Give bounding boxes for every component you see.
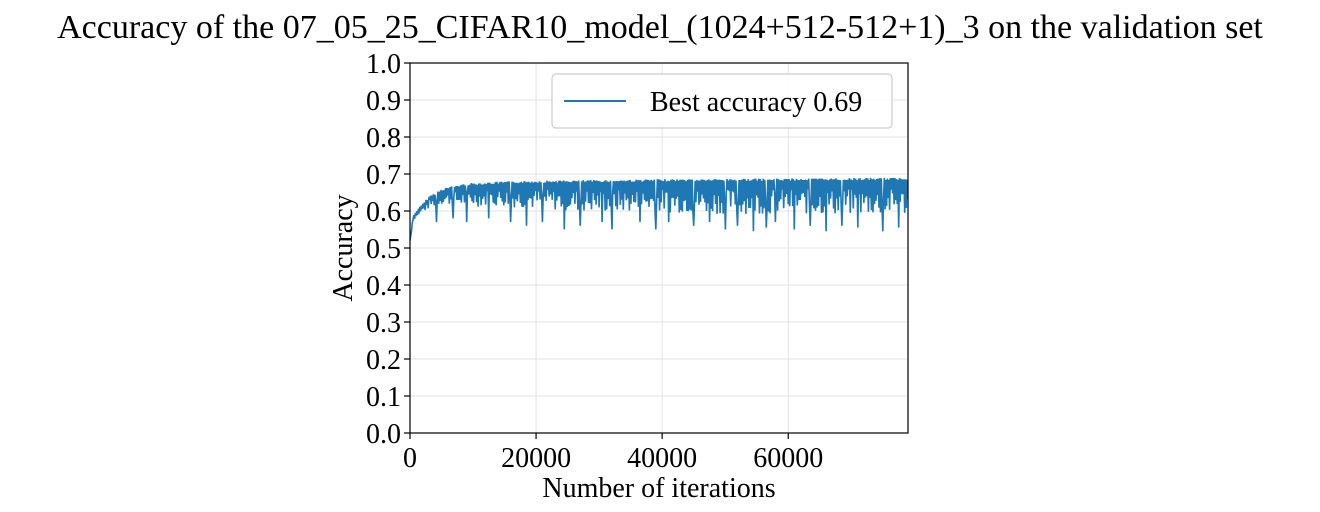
series-layer bbox=[410, 177, 908, 241]
x-axis-ticks: 0 20000 40000 60000 bbox=[403, 433, 823, 474]
y-tick-label: 0.9 bbox=[366, 86, 401, 117]
y-tick-label: 1.0 bbox=[366, 49, 401, 80]
y-tick-label: 0.5 bbox=[366, 234, 401, 265]
legend: Best accuracy 0.69 bbox=[551, 73, 893, 129]
legend-label: Best accuracy 0.69 bbox=[650, 87, 862, 118]
y-tick-label: 0.3 bbox=[366, 308, 401, 339]
x-tick-label: 0 bbox=[403, 443, 417, 474]
x-axis-label: Number of iterations bbox=[542, 473, 775, 504]
legend-box bbox=[551, 73, 893, 129]
x-tick-label: 40000 bbox=[627, 443, 697, 474]
y-tick-label: 0.2 bbox=[366, 345, 401, 376]
y-axis-ticks: 0.0 0.1 0.2 0.3 0.4 0.5 0.6 0.7 0.8 0.9 1.0 bbox=[366, 49, 410, 450]
y-tick-label: 0.0 bbox=[366, 419, 401, 450]
y-tick-label: 0.1 bbox=[366, 382, 401, 413]
y-axis-label: Accuracy bbox=[328, 194, 359, 301]
chart-title: Accuracy of the 07_05_25_CIFAR10_model_(… bbox=[57, 9, 1263, 46]
x-tick-label: 60000 bbox=[753, 443, 823, 474]
y-tick-label: 0.6 bbox=[366, 197, 401, 228]
accuracy-series-line bbox=[410, 177, 908, 241]
y-tick-label: 0.8 bbox=[366, 123, 401, 154]
y-tick-label: 0.7 bbox=[366, 160, 401, 191]
y-tick-label: 0.4 bbox=[366, 271, 401, 302]
x-tick-label: 20000 bbox=[501, 443, 571, 474]
